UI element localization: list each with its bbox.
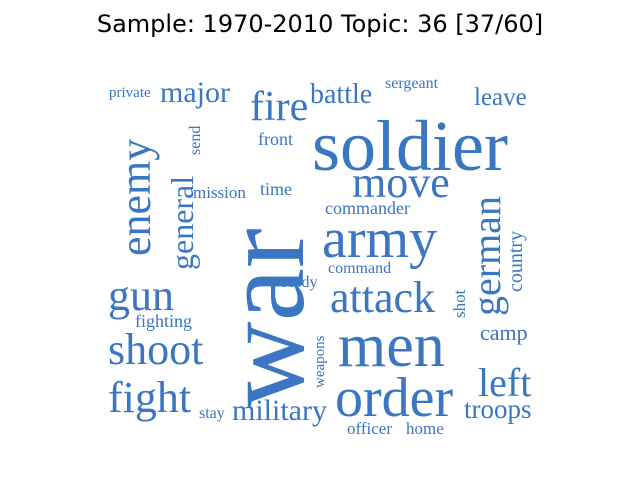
word-ready: ready [282, 274, 318, 291]
chart-title: Sample: 1970-2010 Topic: 36 [37/60] [96, 10, 544, 38]
word-shot: shot [450, 289, 469, 318]
word-gun: gun [108, 271, 174, 320]
word-general: general [164, 176, 200, 270]
word-enemy: enemy [111, 139, 160, 256]
word-sergeant: sergeant [385, 75, 439, 92]
word-left: left [478, 360, 531, 405]
word-troops: troops [464, 394, 532, 424]
word-home: home [406, 419, 444, 438]
word-army: army [322, 208, 437, 270]
word-order: order [335, 367, 454, 429]
word-men: men [338, 312, 445, 380]
word-battle: battle [310, 79, 372, 110]
word-war: war [196, 228, 329, 408]
word-german: german [464, 196, 509, 316]
word-mission: mission [193, 183, 246, 202]
word-fire: fire [250, 84, 308, 130]
word-attack: attack [330, 273, 435, 322]
word-soldier: soldier [312, 106, 508, 186]
word-shoot: shoot [108, 325, 203, 374]
word-fight: fight [108, 373, 191, 422]
word-send: send [187, 126, 204, 155]
word-front: front [258, 129, 293, 149]
word-leave: leave [474, 84, 527, 111]
word-military: military [232, 394, 327, 427]
word-major: major [160, 76, 230, 109]
word-officer: officer [347, 419, 392, 438]
word-camp: camp [480, 320, 528, 345]
word-weapons: weapons [312, 335, 328, 388]
word-commander: commander [325, 198, 410, 218]
word-stay: stay [199, 405, 225, 422]
word-fighting: fighting [135, 311, 192, 331]
word-command: command [328, 260, 391, 277]
word-time: time [260, 179, 292, 199]
word-move: move [352, 158, 450, 207]
word-private: private [109, 85, 151, 101]
word-country: country [505, 231, 527, 292]
